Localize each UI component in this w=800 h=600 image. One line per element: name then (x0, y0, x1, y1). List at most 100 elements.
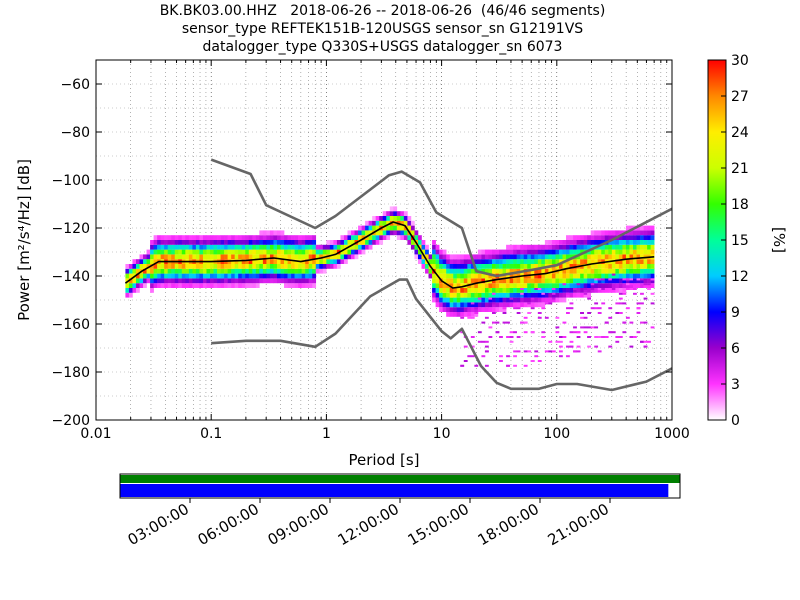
histogram-cell (548, 244, 553, 250)
histogram-cell (534, 264, 539, 269)
histogram-cell (269, 278, 274, 284)
histogram-cell (513, 278, 517, 284)
histogram-cell (210, 235, 214, 240)
histogram-cell (474, 302, 479, 308)
histogram-cell (566, 249, 570, 255)
histogram-cell (566, 312, 570, 314)
histogram-cell (178, 244, 183, 250)
histogram-cell (516, 259, 521, 264)
histogram-cell (541, 307, 546, 310)
histogram-cell (527, 292, 532, 298)
histogram-cell (499, 302, 503, 308)
histogram-cell (566, 268, 570, 274)
histogram-cell (636, 278, 641, 281)
histogram-cell (467, 355, 472, 358)
histogram-cell (181, 273, 186, 279)
histogram-cell (576, 292, 581, 298)
histogram-cell (435, 244, 440, 250)
histogram-cell (611, 240, 616, 245)
histogram-cell (449, 254, 454, 260)
histogram-cell (608, 230, 613, 236)
histogram-cell (463, 297, 468, 303)
histogram-cell (647, 278, 651, 284)
histogram-cell (135, 283, 140, 288)
histogram-cell (583, 331, 588, 334)
y-tick-label: −100 (52, 173, 90, 189)
histogram-cell (625, 249, 630, 255)
histogram-cell (534, 254, 539, 260)
histogram-cell (259, 264, 264, 269)
histogram-cell (633, 240, 637, 245)
histogram-cell (195, 264, 200, 269)
histogram-cell (520, 278, 525, 284)
colorbar-tick-label: 12 (731, 269, 749, 285)
histogram-cell (506, 288, 510, 293)
histogram-cell (224, 283, 228, 288)
histogram-cell (202, 278, 207, 284)
histogram-cell (460, 288, 465, 293)
histogram-cell (238, 278, 243, 284)
histogram-cell (513, 244, 517, 250)
histogram-cell (608, 235, 613, 240)
histogram-cell (573, 249, 577, 255)
histogram-cell (555, 331, 560, 334)
histogram-cell (650, 326, 655, 329)
histogram-cell (379, 240, 384, 245)
histogram-cell (231, 240, 235, 245)
histogram-cell (150, 259, 154, 264)
histogram-cell (389, 230, 394, 236)
histogram-cell (537, 283, 542, 288)
histogram-cell (481, 273, 486, 279)
histogram-cell (502, 297, 507, 303)
histogram-cell (287, 264, 292, 269)
histogram-cell (312, 259, 317, 264)
histogram-cell (294, 244, 299, 250)
histogram-cell (150, 268, 154, 274)
histogram-cell (446, 307, 451, 312)
histogram-cell (386, 225, 391, 231)
histogram-cell (284, 254, 288, 260)
histogram-cell (410, 230, 415, 236)
histogram-cell (284, 244, 288, 250)
histogram-cell (199, 283, 204, 288)
histogram-cell (558, 283, 563, 288)
histogram-cell (562, 278, 567, 284)
histogram-cell (558, 264, 563, 269)
histogram-cell (636, 278, 641, 284)
histogram-cell (601, 278, 606, 284)
histogram-cell (513, 254, 517, 260)
histogram-cell (414, 235, 419, 240)
histogram-cell (143, 268, 147, 274)
histogram-cell (167, 278, 172, 284)
histogram-cell (520, 302, 525, 308)
histogram-cell (477, 273, 482, 279)
histogram-cell (573, 283, 577, 288)
histogram-cell (537, 288, 542, 293)
histogram-cell (449, 268, 454, 274)
histogram-cell (551, 259, 556, 264)
histogram-cell (555, 316, 560, 319)
histogram-cell (410, 244, 415, 250)
histogram-cell (587, 244, 592, 250)
histogram-cell (647, 264, 651, 269)
histogram-cell (467, 307, 472, 312)
histogram-cell (470, 312, 475, 317)
histogram-cell (213, 283, 218, 288)
histogram-cell (474, 312, 479, 317)
histogram-cell (569, 244, 574, 250)
histogram-cell (234, 283, 239, 288)
histogram-cell (615, 312, 620, 314)
histogram-cell (551, 297, 556, 303)
histogram-cell (414, 249, 419, 255)
histogram-cell (432, 240, 436, 245)
histogram-cell (294, 283, 299, 288)
histogram-cell (259, 240, 264, 245)
histogram-cell (622, 283, 627, 288)
histogram-cell (456, 259, 461, 264)
histogram-cell (618, 302, 623, 305)
histogram-cell (463, 264, 468, 269)
histogram-cell (125, 264, 130, 269)
histogram-cell (527, 297, 532, 303)
histogram-cell (442, 249, 447, 255)
